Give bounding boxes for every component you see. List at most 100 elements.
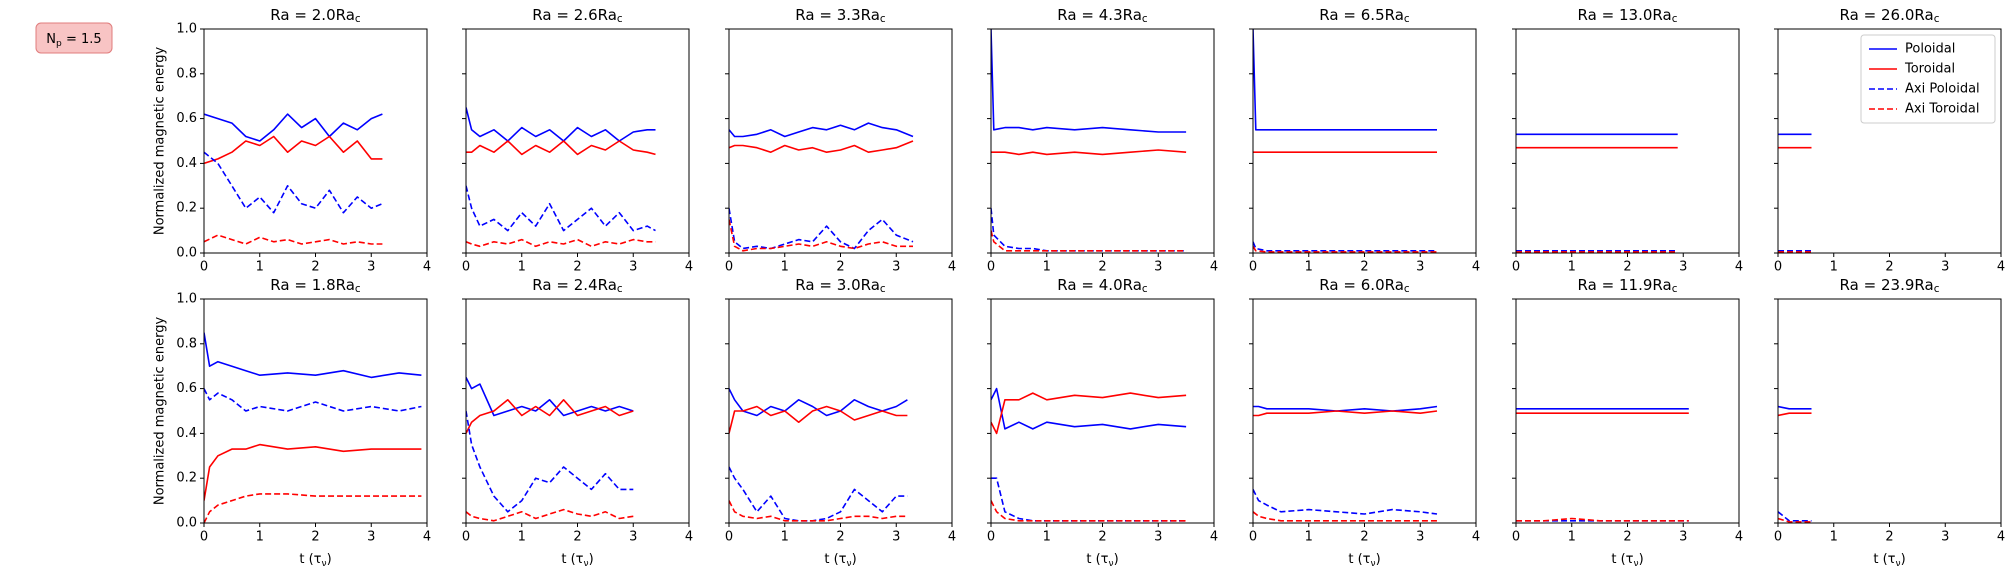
series-line [204,388,422,412]
axes-frame [465,298,690,524]
panel: Ra = 3.0Rac 0 1 2 3 4 t (τν) [725,276,956,569]
plot-area [729,122,914,252]
x-tick-label: 0 [200,260,208,275]
x-tick-label: 2 [1885,530,1893,545]
x-tick-label: 0 [987,260,995,275]
y-tick-label: 0.0 [176,246,197,261]
series-line [466,140,656,156]
series-line [204,493,422,524]
series-line [204,151,383,214]
x-tick-label: 1 [781,530,789,545]
x-tick-label: 3 [1154,530,1162,545]
x-tick-label: 0 [1774,260,1782,275]
x-tick-label: 3 [1679,260,1687,275]
y-tick-label: 0.4 [176,426,197,441]
panel-title: Ra = 3.3Rac [795,6,886,26]
panel: Ra = 11.9Rac 0 1 2 3 4 t (τν) [1512,276,1743,569]
panel-title: Ra = 4.0Rac [1057,276,1148,296]
x-tick-label: 0 [725,530,733,545]
series-line [729,208,914,250]
x-tick-label: 2 [836,260,844,275]
x-tick-label: 3 [367,260,375,275]
axes-frame [990,298,1215,524]
y-tick-label: 0.2 [176,471,197,486]
x-tick-label: 1 [518,530,526,545]
x-tick-label: 0 [462,530,470,545]
x-tick-label: 0 [462,260,470,275]
panel: Ra = 2.6Rac 0 1 2 3 4 [462,6,693,275]
x-axis-label: t (τν) [1348,552,1380,569]
panel-title: Ra = 26.0Rac [1840,6,1940,26]
plot-area [1778,133,1812,253]
series-line [991,28,1187,133]
panel-title: Ra = 23.9Rac [1840,276,1940,296]
plot-area [991,387,1187,522]
panel: Ra = 4.3Rac 0 1 2 3 4 [987,6,1218,275]
plot-area [1516,408,1689,522]
series-line [729,466,908,522]
panel-title: Ra = 6.5Rac [1319,6,1410,26]
x-tick-label: 2 [836,530,844,545]
panel: Ra = 26.0Rac 0 1 2 3 4 Poloidal Toroidal Axi Pol… [1774,6,2005,275]
x-tick-label: 0 [1249,260,1257,275]
series-line [1253,245,1437,253]
series-line [466,377,634,417]
x-tick-label: 2 [1885,260,1893,275]
x-tick-label: 4 [423,260,431,275]
panel: Ra = 4.0Rac 0 1 2 3 4 t (τν) [987,276,1218,569]
panel: Ra = 1.8Rac 0.0 0.2 0.4 0.6 0.8 1.0 0 1 2 3 4 Normal… [153,276,432,569]
x-tick-label: 1 [1043,530,1051,545]
x-axis-label: t (τν) [1086,552,1118,569]
x-tick-label: 1 [1830,260,1838,275]
x-axis-label: t (τν) [1611,552,1643,569]
x-tick-label: 2 [311,260,319,275]
x-tick-label: 0 [1249,530,1257,545]
x-tick-label: 2 [1360,530,1368,545]
x-tick-label: 3 [1416,530,1424,545]
x-tick-label: 2 [311,530,319,545]
x-tick-label: 1 [518,260,526,275]
panel-title: Ra = 2.0Rac [270,6,361,26]
x-tick-label: 4 [1735,530,1743,545]
series-line [729,122,914,138]
plot-area [204,332,422,524]
x-tick-label: 2 [573,530,581,545]
x-tick-label: 4 [1997,530,2005,545]
x-tick-label: 0 [1512,530,1520,545]
axes-frame [728,28,953,254]
series-line [1778,405,1812,410]
y-tick-label: 0.8 [176,66,197,81]
axes-frame [1777,298,2002,524]
x-tick-label: 0 [200,530,208,545]
series-line [1253,489,1438,515]
x-tick-label: 2 [573,260,581,275]
x-tick-label: 3 [1416,260,1424,275]
series-line [1253,241,1437,252]
panel: Ra = 3.3Rac 0 1 2 3 4 [725,6,956,275]
y-tick-label: 0.2 [176,201,197,216]
x-tick-label: 4 [1210,530,1218,545]
x-tick-label: 4 [1472,530,1480,545]
x-tick-label: 3 [1679,530,1687,545]
axes-frame [990,28,1215,254]
plot-area [1253,28,1437,253]
panel-title: Ra = 11.9Rac [1578,276,1678,296]
series-line [1253,410,1438,417]
series-line [204,332,422,379]
legend-box [1860,34,1996,124]
y-axis-label: Normalized magnetic energy [153,47,168,236]
series-line [466,185,656,232]
series-line [466,238,656,248]
series-line [466,410,634,513]
x-tick-label: 4 [423,530,431,545]
x-tick-label: 2 [1623,530,1631,545]
series-line [1778,511,1812,522]
x-tick-label: 0 [1512,260,1520,275]
series-line [991,208,1187,252]
x-tick-label: 1 [1830,530,1838,545]
y-tick-label: 0.4 [176,156,197,171]
x-tick-label: 3 [629,530,637,545]
x-tick-label: 4 [685,530,693,545]
series-line [466,107,656,142]
axes-frame [465,28,690,254]
